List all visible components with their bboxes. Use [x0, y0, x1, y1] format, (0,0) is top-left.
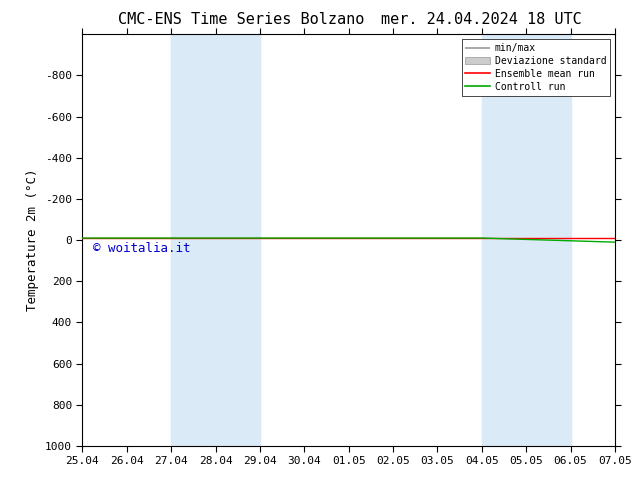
Bar — [482, 34, 571, 446]
Text: CMC-ENS Time Series Bolzano: CMC-ENS Time Series Bolzano — [118, 12, 364, 27]
Y-axis label: Temperature 2m (°C): Temperature 2m (°C) — [27, 169, 39, 311]
Text: © woitalia.it: © woitalia.it — [93, 242, 191, 255]
Legend: min/max, Deviazione standard, Ensemble mean run, Controll run: min/max, Deviazione standard, Ensemble m… — [462, 39, 610, 96]
Text: mer. 24.04.2024 18 UTC: mer. 24.04.2024 18 UTC — [382, 12, 582, 27]
Bar — [171, 34, 260, 446]
